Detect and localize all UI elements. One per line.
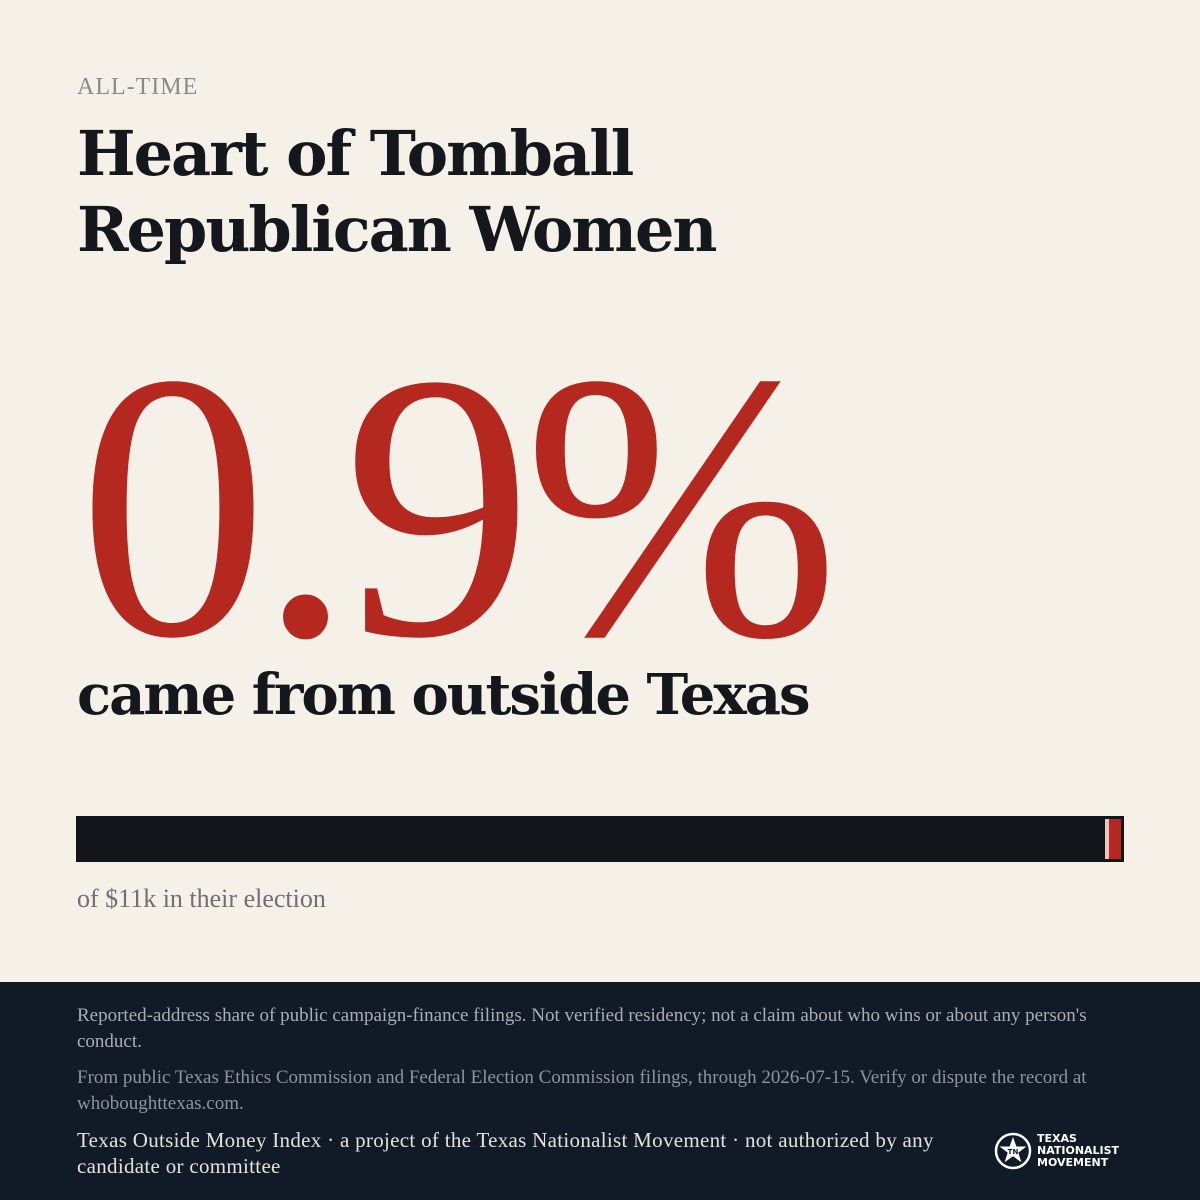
page-title: Heart of Tomball Republican Women	[77, 117, 718, 266]
svg-text:TN: TN	[1008, 1148, 1019, 1156]
credit-text: Texas Outside Money Index · a project of…	[77, 1128, 934, 1178]
share-bar-fill	[1105, 819, 1121, 859]
logo-line-3: MOVEMENT	[1037, 1156, 1109, 1169]
logo-line-2: NATIONALIST	[1037, 1144, 1120, 1157]
logo-line-1: TEXAS	[1037, 1132, 1077, 1145]
subhead: came from outside Texas	[77, 662, 811, 728]
disclaimer-text: Reported-address share of public campaig…	[77, 1005, 1087, 1052]
bar-caption: of $11k in their election	[77, 884, 326, 913]
source-text: From public Texas Ethics Commission and …	[77, 1067, 1087, 1114]
star-seal-icon: TN	[994, 1132, 1032, 1170]
tnm-logo: TN TEXAS NATIONALIST MOVEMENT	[993, 1131, 1119, 1171]
share-bar	[76, 816, 1124, 862]
big-percent: 0.9%	[78, 296, 840, 717]
eyebrow-label: ALL-TIME	[77, 74, 199, 100]
logo-wordmark: TEXAS NATIONALIST MOVEMENT	[1037, 1133, 1119, 1169]
